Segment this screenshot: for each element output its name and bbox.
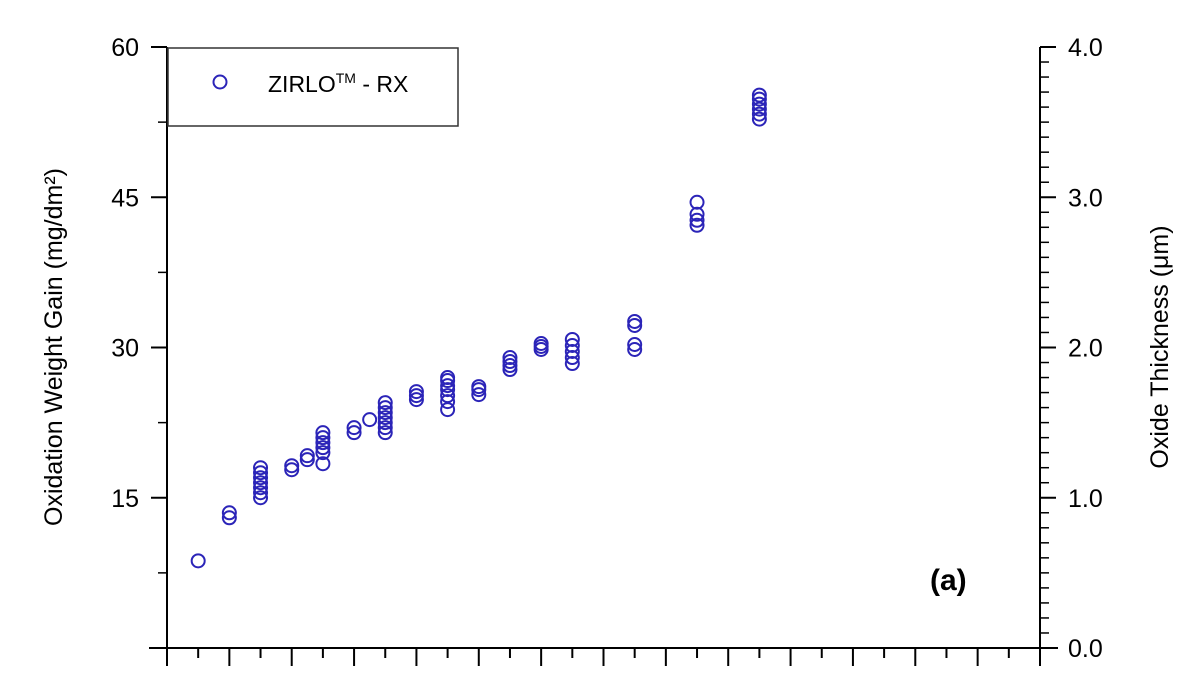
right-tick-label: 3.0 <box>1068 184 1103 212</box>
data-point <box>190 553 206 569</box>
data-point <box>315 430 331 446</box>
left-tick-label: 30 <box>111 335 139 363</box>
data-point <box>253 470 269 486</box>
right-tick-label: 2.0 <box>1068 335 1103 363</box>
data-point <box>253 475 269 491</box>
data-point <box>221 505 237 521</box>
right-tick-label: 4.0 <box>1068 34 1103 62</box>
data-point <box>751 91 767 107</box>
data-point <box>751 96 767 112</box>
data-point <box>689 217 705 233</box>
data-point <box>315 445 331 461</box>
data-point <box>377 405 393 421</box>
left-tick-label: 45 <box>111 184 139 212</box>
data-point <box>377 395 393 411</box>
data-point <box>751 101 767 117</box>
data-point <box>440 370 456 386</box>
left-y-ticks: 15 30 45 60 <box>111 34 167 574</box>
data-point <box>346 420 362 436</box>
data-point <box>284 458 300 474</box>
data-point <box>751 87 767 103</box>
right-tick-label: 1.0 <box>1068 485 1103 513</box>
data-point <box>751 106 767 122</box>
data-point <box>627 313 643 329</box>
data-point <box>502 350 518 366</box>
data-point <box>299 452 315 468</box>
data-point <box>533 335 549 351</box>
data-point <box>362 412 378 428</box>
data-point <box>299 448 315 464</box>
data-point <box>689 212 705 228</box>
legend: ZIRLOTM - RX <box>167 47 459 127</box>
legend-label-suffix: - RX <box>356 71 408 97</box>
data-point <box>564 337 580 353</box>
data-point <box>315 425 331 441</box>
data-point <box>408 392 424 408</box>
right-y-axis-title: Oxide Thickness (μm) <box>1146 225 1174 468</box>
data-point <box>377 425 393 441</box>
data-point <box>377 420 393 436</box>
data-point <box>284 462 300 478</box>
data-point <box>533 338 549 354</box>
data-point <box>440 388 456 404</box>
x-ticks <box>166 648 1041 666</box>
data-point <box>627 336 643 352</box>
data-point <box>502 354 518 370</box>
data-point <box>315 456 331 472</box>
data-point <box>751 111 767 127</box>
legend-marker-icon <box>212 74 228 90</box>
data-point <box>221 510 237 526</box>
data-point <box>471 387 487 403</box>
panel-label: (a) <box>930 564 967 597</box>
left-y-axis-title: Oxidation Weight Gain (mg/dm²) <box>40 168 68 526</box>
data-point <box>502 358 518 374</box>
data-point <box>627 342 643 358</box>
data-point <box>440 378 456 394</box>
right-y-ticks: 0.0 1.0 2.0 3.0 4.0 <box>1040 34 1103 663</box>
data-point <box>377 410 393 426</box>
data-point <box>564 331 580 347</box>
left-tick-label: 15 <box>111 485 139 513</box>
legend-label-superscript: TM <box>336 70 356 86</box>
data-point <box>253 465 269 481</box>
data-point <box>627 317 643 333</box>
data-point <box>408 388 424 404</box>
data-point <box>315 435 331 451</box>
legend-label: ZIRLOTM - RX <box>268 70 408 97</box>
data-point <box>315 440 331 456</box>
data-point <box>440 402 456 418</box>
legend-label-name: ZIRLO <box>268 71 336 97</box>
left-tick-label: 60 <box>111 34 139 62</box>
data-point <box>253 490 269 506</box>
data-points <box>190 87 767 569</box>
axes-group <box>149 47 1058 649</box>
data-point <box>253 460 269 476</box>
data-point <box>253 480 269 496</box>
data-point <box>346 425 362 441</box>
data-point <box>253 485 269 501</box>
data-point <box>471 379 487 395</box>
data-point <box>408 384 424 400</box>
data-point <box>377 400 393 416</box>
data-point <box>377 415 393 431</box>
data-point <box>689 194 705 210</box>
right-tick-label: 0.0 <box>1068 635 1103 663</box>
